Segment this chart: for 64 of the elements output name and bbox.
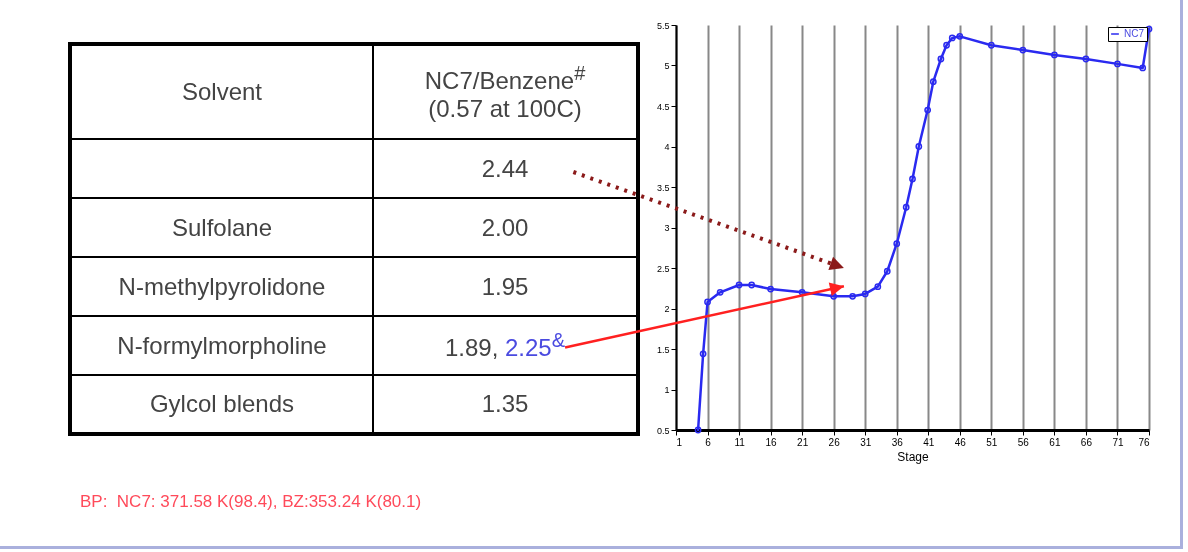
point [956, 32, 964, 40]
point [929, 78, 937, 86]
y-tick-label: 3 [664, 223, 670, 233]
text: 2.00 [481, 213, 529, 241]
y-tick-label: 4.5 [656, 101, 670, 112]
text: 1.89, 2.25$^{&}$ [444, 329, 566, 361]
point [893, 240, 901, 248]
y-tick-label: 2.5 [656, 263, 670, 274]
category-label: Gylcol blends [70, 375, 373, 434]
x-tick-label: 31 [860, 436, 872, 448]
point [1139, 64, 1147, 72]
y-tick-label: 5 [664, 61, 670, 71]
y-tick-label: 2 [664, 304, 670, 314]
x-tick-label: 41 [923, 436, 935, 448]
point [748, 281, 756, 289]
text: BP: NC7: 371.58 K(98.4), BZ:353.24 K(80.1) [80, 492, 422, 512]
y-tick-label: 0.5 [656, 425, 670, 436]
point [716, 288, 724, 296]
point [874, 283, 882, 291]
point [909, 175, 916, 183]
x-tick-label: 36 [891, 436, 904, 448]
x-tick-label: 46 [954, 436, 967, 448]
x-tick-label: 76 [1138, 436, 1150, 448]
text: Solvent [70, 44, 373, 139]
point [830, 292, 838, 300]
x-tick-label: 61 [1049, 436, 1061, 448]
y-tick-label: 1.5 [656, 344, 670, 355]
category-label: N-methylpyrolidone [70, 257, 373, 316]
point [902, 203, 910, 211]
x-tick-label: 66 [1080, 436, 1093, 448]
point [861, 290, 869, 298]
text: NC7/Benzene$^{#}$ (0.57 at 100C) [373, 44, 638, 139]
text: 1.95 [481, 272, 529, 300]
x-tick-label: 21 [797, 436, 809, 448]
point [1051, 51, 1058, 59]
point [849, 292, 856, 300]
x-tick-label: 16 [765, 436, 778, 448]
text: 1.35 [481, 390, 529, 417]
category-label: Sulfolane [70, 198, 373, 257]
x-tick-label: 56 [1017, 436, 1030, 448]
text: 2.44 [481, 154, 529, 182]
point [924, 106, 932, 114]
point [948, 34, 956, 42]
point [883, 267, 891, 275]
y-tick-label: 1 [664, 385, 670, 395]
point [915, 143, 923, 150]
x-tick-label: 1 [676, 436, 683, 448]
point [767, 285, 774, 293]
x-tick-label: 71 [1112, 436, 1124, 448]
y-tick-label: 3.5 [656, 182, 670, 193]
y-tick-label: 5.5 [656, 20, 670, 31]
point [1114, 60, 1121, 68]
point [704, 298, 711, 306]
point [987, 41, 995, 49]
point [735, 281, 743, 289]
category-label: N-formylmorpholine [70, 316, 373, 375]
x-axis-title: Stage [897, 449, 930, 464]
legend-label: NC7 [1124, 28, 1145, 39]
y-tick-label: 4 [664, 142, 670, 152]
point [943, 41, 950, 49]
x-tick-label: 51 [986, 436, 998, 448]
x-tick-label: 26 [828, 436, 841, 448]
x-tick-label: 11 [734, 436, 746, 448]
x-tick-label: 6 [705, 436, 712, 448]
